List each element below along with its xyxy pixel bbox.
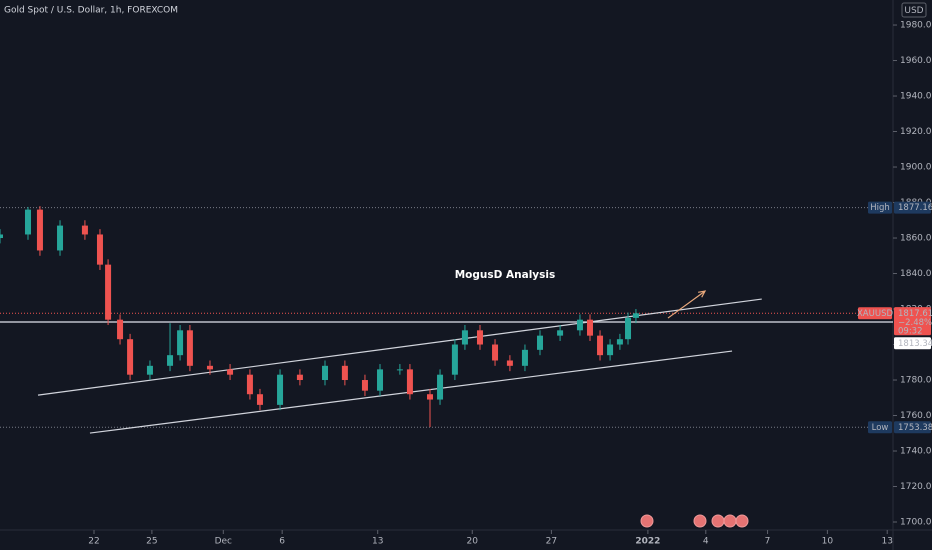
candle-body <box>0 234 3 239</box>
candle-body <box>616 339 623 345</box>
candle-body <box>177 330 184 356</box>
candle-body <box>632 313 639 318</box>
candle-body <box>492 344 499 361</box>
candle-body <box>246 374 253 395</box>
x-tick-label: 2022 <box>635 537 660 547</box>
candle-body <box>296 374 303 381</box>
y-tick-label: 1760.00 <box>900 411 932 421</box>
y-tick-label: 1940.00 <box>900 92 932 102</box>
x-tick-label: 4 <box>703 537 709 547</box>
y-tick-label: 1740.00 <box>900 447 932 457</box>
plot-layer <box>0 206 893 434</box>
badge-value: 1753.38 <box>898 423 932 433</box>
candle-body <box>406 369 413 395</box>
candle-body <box>117 319 124 340</box>
candle-body <box>206 365 213 370</box>
countdown: 09:32 <box>898 326 923 336</box>
badge-value-box <box>894 421 931 434</box>
arrow-head <box>698 290 707 298</box>
candle-body <box>521 349 528 366</box>
badge-value-box <box>894 307 931 320</box>
arrow <box>667 290 706 319</box>
badge-label: XAUUSD <box>857 309 893 319</box>
candle-body <box>476 330 483 345</box>
x-tick-label: 13 <box>881 537 892 547</box>
event-icon <box>693 514 707 528</box>
candle-body <box>377 369 384 391</box>
candle-body <box>537 335 544 350</box>
candle-body <box>57 225 64 251</box>
candle-body <box>256 394 263 405</box>
y-tick-label: 1720.00 <box>900 482 932 492</box>
event-icon <box>711 514 725 528</box>
candle-body <box>24 209 31 235</box>
badge-value: 1877.16 <box>898 203 932 213</box>
candle-body <box>277 374 284 405</box>
candle-body <box>557 330 564 336</box>
candle-body <box>586 319 593 336</box>
y-tick-label: 1840.00 <box>900 269 932 279</box>
candle-body <box>396 369 403 371</box>
candle-body <box>506 360 513 366</box>
event-icons <box>640 514 749 528</box>
candle-body <box>96 234 103 265</box>
candle-body <box>105 264 112 320</box>
badge-label: High <box>870 203 890 213</box>
chart-title: Gold Spot / U.S. Dollar, 1h, FOREXCOM <box>4 6 178 16</box>
x-tick-label: Dec <box>215 537 232 547</box>
candle-body <box>607 344 614 356</box>
candle-body <box>186 330 193 366</box>
x-tick-label: 10 <box>822 537 834 547</box>
candle-body <box>451 344 458 375</box>
candle-body <box>341 365 348 381</box>
y-tick-label: 1860.00 <box>900 234 932 244</box>
x-tick-label: 7 <box>765 537 771 547</box>
candle-body <box>461 330 468 345</box>
currency: USD <box>904 6 923 16</box>
badge-value-box <box>894 201 931 214</box>
badge-value: 1817.61 <box>898 309 932 319</box>
event-icon <box>735 514 749 528</box>
currency-box <box>901 2 927 18</box>
x-tick-label: 13 <box>372 537 383 547</box>
badge-label: Low <box>872 423 889 433</box>
candle-body <box>167 355 174 366</box>
candle-body <box>625 317 632 340</box>
y-tick-label: 1980.00 <box>900 21 932 31</box>
candle-body <box>437 374 444 400</box>
candle-body <box>576 319 583 331</box>
candle-body <box>597 335 604 356</box>
y-tick-label: 1960.00 <box>900 56 932 66</box>
candle-body <box>36 209 43 251</box>
price-change: −2.48% <box>898 318 932 328</box>
candle-body <box>127 339 134 375</box>
badge-label-box <box>858 307 892 320</box>
event-icon <box>640 514 654 528</box>
candle-body <box>146 365 153 375</box>
line-price: 1813.34 <box>898 339 932 349</box>
y-tick-label: 1780.00 <box>900 376 932 386</box>
event-icon <box>723 514 737 528</box>
y-tick-label: 1700.00 <box>900 518 932 528</box>
candle-body <box>322 365 329 381</box>
trendline <box>37 298 762 396</box>
y-tick-label: 1900.00 <box>900 163 932 173</box>
candle-body <box>361 380 368 391</box>
candle-body <box>81 225 88 235</box>
x-tick-label: 6 <box>279 537 285 547</box>
y-tick-label: 1920.00 <box>900 127 932 137</box>
badge-label-box <box>868 201 892 214</box>
line-price-box <box>894 337 931 350</box>
badge-label-box <box>868 421 892 434</box>
x-tick-label: 27 <box>546 537 557 547</box>
candle-body <box>227 369 234 375</box>
x-tick-label: 20 <box>467 537 479 547</box>
candle-body <box>426 394 433 400</box>
x-tick-label: 25 <box>146 537 157 547</box>
annotation: MogusD Analysis <box>455 269 556 281</box>
x-tick-label: 22 <box>88 537 99 547</box>
